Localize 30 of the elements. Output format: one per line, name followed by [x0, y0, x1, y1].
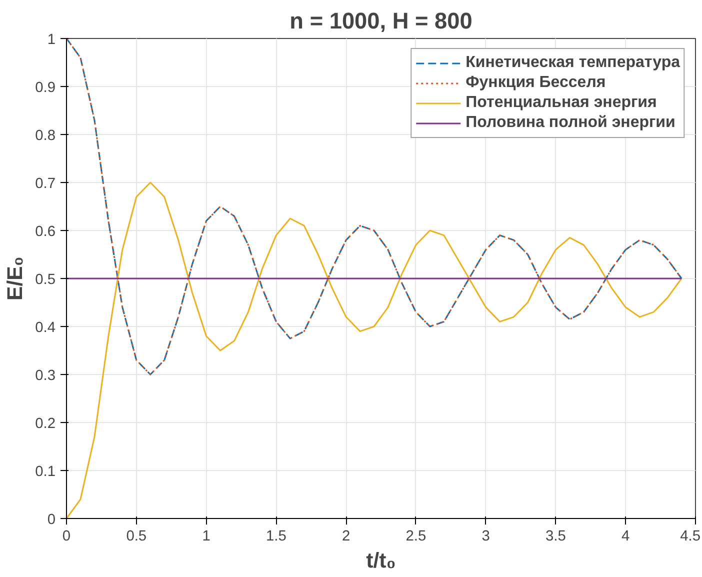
- line-series: [66, 182, 682, 518]
- y-tick-label: 0.2: [35, 416, 56, 432]
- legend-label: Кинетическая температура: [466, 54, 680, 72]
- line-series: [66, 38, 682, 376]
- x-tick-label: 0: [62, 528, 71, 544]
- y-axis-title: E/E₀: [3, 256, 28, 300]
- x-axis-title: t/t₀: [366, 548, 396, 572]
- y-tick-label: 0: [47, 512, 56, 528]
- x-tick-label: 3.5: [546, 528, 566, 544]
- y-tick-label: 0.1: [35, 464, 56, 480]
- y-tick-label: 1: [47, 32, 56, 48]
- legend-label: Потенциальная энергия: [466, 94, 657, 112]
- x-tick-label: 0.5: [126, 528, 147, 544]
- x-tick-label: 3: [482, 528, 490, 544]
- x-tick-label: 2.5: [406, 528, 426, 544]
- y-tick-label: 0.9: [35, 80, 56, 96]
- legend-label: Половина полной энергии: [466, 114, 676, 132]
- y-tick-label: 0.7: [35, 176, 56, 192]
- x-tick-label: 1.5: [266, 528, 286, 544]
- x-tick-label: 2: [342, 528, 350, 544]
- legend-label: Функция Бесселя: [466, 74, 606, 92]
- x-tick-label: 4.5: [680, 528, 700, 544]
- y-tick-label: 0.6: [35, 224, 56, 240]
- chart-title: n = 1000, H = 800: [290, 8, 472, 34]
- y-tick-label: 0.4: [35, 320, 56, 336]
- y-tick-label: 0.8: [35, 128, 56, 144]
- x-tick-label: 1: [202, 528, 210, 544]
- y-tick-label: 0.5: [35, 272, 56, 288]
- y-tick-label: 0.3: [35, 368, 56, 384]
- x-tick-label: 4: [622, 528, 630, 544]
